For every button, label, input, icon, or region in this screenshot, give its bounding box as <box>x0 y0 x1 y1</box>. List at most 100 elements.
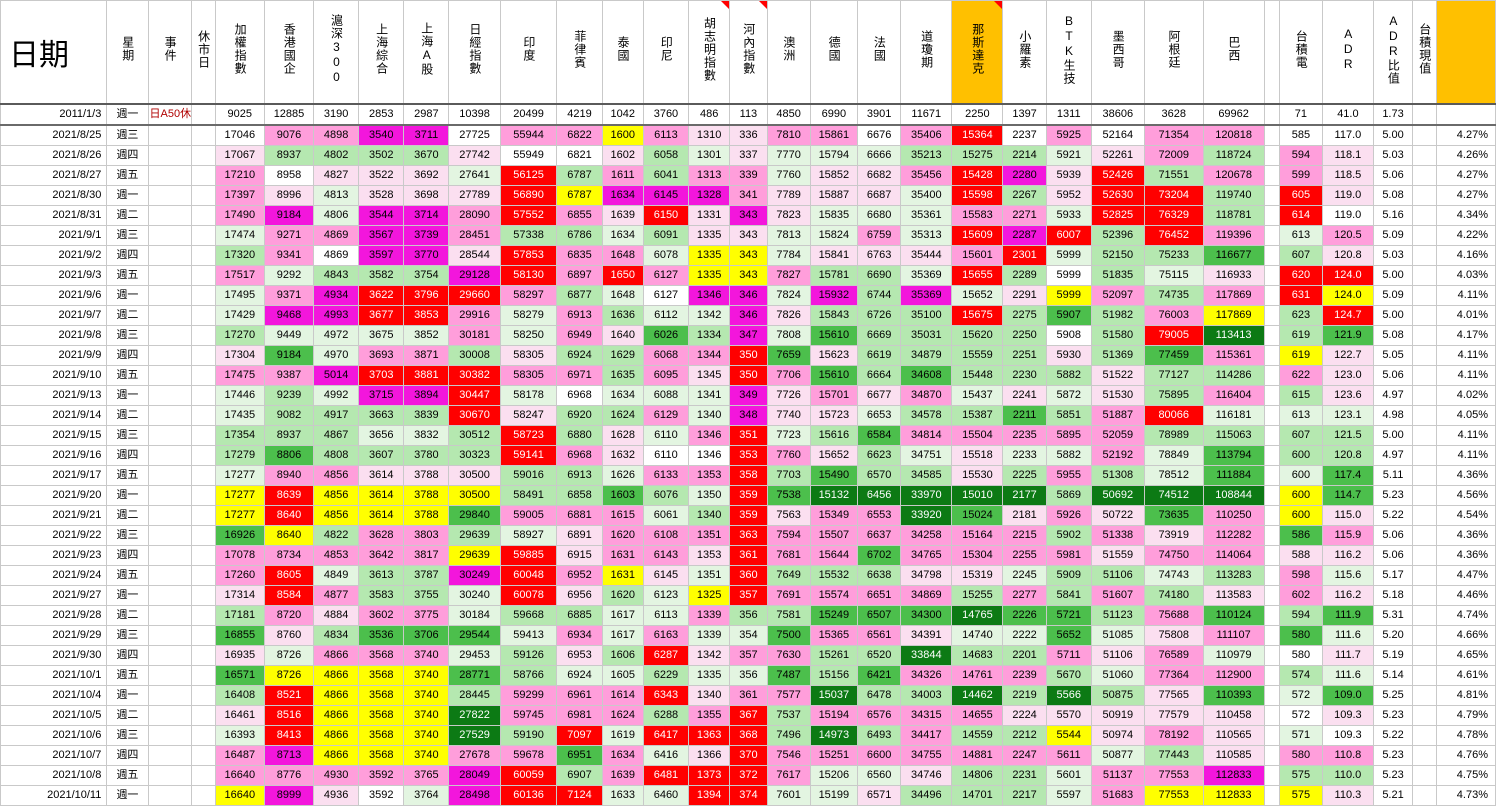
cell-hanoi[interactable]: 343 <box>729 244 768 266</box>
cell-russell[interactable]: 2239 <box>1002 664 1047 686</box>
cell-indonesia[interactable]: 6058 <box>642 144 690 166</box>
cell-france[interactable]: 3901 <box>857 103 902 126</box>
cell-spacer[interactable] <box>1263 544 1280 566</box>
column-header-tsmc-present[interactable]: 台積現值 <box>1412 0 1437 105</box>
cell-holiday[interactable] <box>191 544 216 566</box>
cell-premium[interactable]: 4.73% <box>1435 784 1496 806</box>
cell-thailand[interactable]: 1640 <box>601 324 644 346</box>
cell-event[interactable] <box>147 404 193 426</box>
cell-tsmc-present[interactable] <box>1412 684 1437 706</box>
cell-btk-biotech[interactable]: 5841 <box>1045 584 1092 606</box>
cell-premium[interactable]: 4.11% <box>1435 284 1496 306</box>
cell-indonesia[interactable]: 6343 <box>642 684 690 706</box>
cell-mexico[interactable]: 52396 <box>1090 224 1145 246</box>
cell-premium[interactable]: 4.27% <box>1435 124 1496 146</box>
cell-shanghai-composite[interactable]: 3663 <box>358 404 405 426</box>
cell-tsmc-present[interactable] <box>1412 644 1437 666</box>
cell-india[interactable]: 55949 <box>499 144 558 166</box>
cell-india[interactable]: 59016 <box>499 464 558 486</box>
cell-shanghai-a[interactable]: 3788 <box>403 504 450 526</box>
cell-nasdaq[interactable]: 15598 <box>951 184 1004 206</box>
cell-mexico[interactable]: 52261 <box>1090 144 1145 166</box>
cell-indonesia[interactable]: 6076 <box>642 484 690 506</box>
cell-weekday[interactable]: 週二 <box>106 604 149 626</box>
cell-nasdaq[interactable]: 14881 <box>951 744 1004 766</box>
cell-russell[interactable]: 2226 <box>1002 604 1047 626</box>
cell-shanghai-composite[interactable]: 3536 <box>358 624 405 646</box>
cell-brazil[interactable]: 119740 <box>1202 184 1265 206</box>
cell-tsmc[interactable]: 614 <box>1278 204 1323 226</box>
cell-tsmc-present[interactable] <box>1412 384 1437 406</box>
cell-nikkei[interactable]: 27529 <box>448 724 501 746</box>
cell-brazil[interactable]: 117869 <box>1202 304 1265 326</box>
cell-csi300[interactable]: 4866 <box>313 664 360 686</box>
cell-shanghai-composite[interactable]: 3583 <box>358 584 405 606</box>
cell-brazil[interactable]: 110979 <box>1202 644 1265 666</box>
cell-brazil[interactable]: 113283 <box>1202 564 1265 586</box>
cell-philippines[interactable]: 6881 <box>556 504 603 526</box>
cell-taiex[interactable]: 16640 <box>214 784 265 806</box>
cell-csi300[interactable]: 4972 <box>313 324 360 346</box>
cell-argentina[interactable]: 74735 <box>1143 284 1204 306</box>
cell-hanoi[interactable]: 348 <box>729 404 768 426</box>
cell-holiday[interactable] <box>191 103 216 126</box>
cell-weekday[interactable]: 週二 <box>106 404 149 426</box>
cell-australia[interactable]: 7681 <box>766 544 811 566</box>
cell-adr-ratio[interactable]: 5.23 <box>1372 484 1414 506</box>
cell-brazil[interactable]: 116933 <box>1202 264 1265 286</box>
cell-dow-futures[interactable]: 35100 <box>900 304 953 326</box>
cell-premium[interactable]: 4.79% <box>1435 704 1496 726</box>
cell-shanghai-composite[interactable]: 3622 <box>358 284 405 306</box>
cell-spacer[interactable] <box>1263 344 1280 366</box>
cell-germany[interactable]: 15194 <box>809 704 859 726</box>
cell-hk-enterprises[interactable]: 8640 <box>263 504 315 526</box>
cell-adr-ratio[interactable]: 5.09 <box>1372 284 1414 306</box>
cell-adr-ratio[interactable]: 4.98 <box>1372 404 1414 426</box>
cell-nikkei[interactable]: 30240 <box>448 584 501 606</box>
cell-weekday[interactable]: 週五 <box>106 464 149 486</box>
cell-date[interactable]: 2021/9/30 <box>0 644 108 666</box>
cell-hochiminh[interactable]: 1355 <box>688 704 731 726</box>
cell-australia[interactable]: 7827 <box>766 264 811 286</box>
column-header-spacer[interactable] <box>1263 0 1280 105</box>
cell-taiex[interactable]: 17277 <box>214 464 265 486</box>
cell-nikkei[interactable]: 27725 <box>448 124 501 146</box>
cell-adr[interactable]: 111.6 <box>1321 624 1374 646</box>
column-header-australia[interactable]: 澳洲 <box>766 0 811 105</box>
cell-shanghai-a[interactable]: 3787 <box>403 564 450 586</box>
cell-shanghai-composite[interactable]: 3544 <box>358 204 405 226</box>
cell-event[interactable] <box>147 784 193 806</box>
cell-philippines[interactable]: 6787 <box>556 184 603 206</box>
cell-hanoi[interactable]: 358 <box>729 464 768 486</box>
cell-date[interactable]: 2021/8/27 <box>0 164 108 186</box>
cell-spacer[interactable] <box>1263 224 1280 246</box>
cell-taiex[interactable]: 17260 <box>214 564 265 586</box>
cell-shanghai-a[interactable]: 3739 <box>403 224 450 246</box>
cell-shanghai-a[interactable]: 3775 <box>403 604 450 626</box>
cell-adr[interactable]: 111.7 <box>1321 644 1374 666</box>
cell-holiday[interactable] <box>191 244 216 266</box>
cell-india[interactable]: 60136 <box>499 784 558 806</box>
cell-holiday[interactable] <box>191 684 216 706</box>
cell-event[interactable] <box>147 684 193 706</box>
cell-thailand[interactable]: 1615 <box>601 504 644 526</box>
cell-philippines[interactable]: 6952 <box>556 564 603 586</box>
column-header-nasdaq[interactable]: 那斯達克 <box>951 0 1004 105</box>
cell-dow-futures[interactable]: 35456 <box>900 164 953 186</box>
cell-holiday[interactable] <box>191 164 216 186</box>
cell-btk-biotech[interactable]: 5872 <box>1045 384 1092 406</box>
cell-hanoi[interactable]: 347 <box>729 324 768 346</box>
cell-nikkei[interactable]: 30382 <box>448 364 501 386</box>
cell-tsmc-present[interactable] <box>1412 484 1437 506</box>
cell-csi300[interactable]: 4992 <box>313 384 360 406</box>
cell-spacer[interactable] <box>1263 724 1280 746</box>
cell-taiex[interactable]: 17446 <box>214 384 265 406</box>
cell-nikkei[interactable]: 30184 <box>448 604 501 626</box>
cell-tsmc-present[interactable] <box>1412 284 1437 306</box>
cell-tsmc[interactable]: 594 <box>1278 604 1323 626</box>
cell-shanghai-a[interactable]: 3832 <box>403 424 450 446</box>
cell-nasdaq[interactable]: 15609 <box>951 224 1004 246</box>
cell-thailand[interactable]: 1614 <box>601 684 644 706</box>
cell-philippines[interactable]: 6915 <box>556 544 603 566</box>
cell-tsmc-present[interactable] <box>1412 224 1437 246</box>
